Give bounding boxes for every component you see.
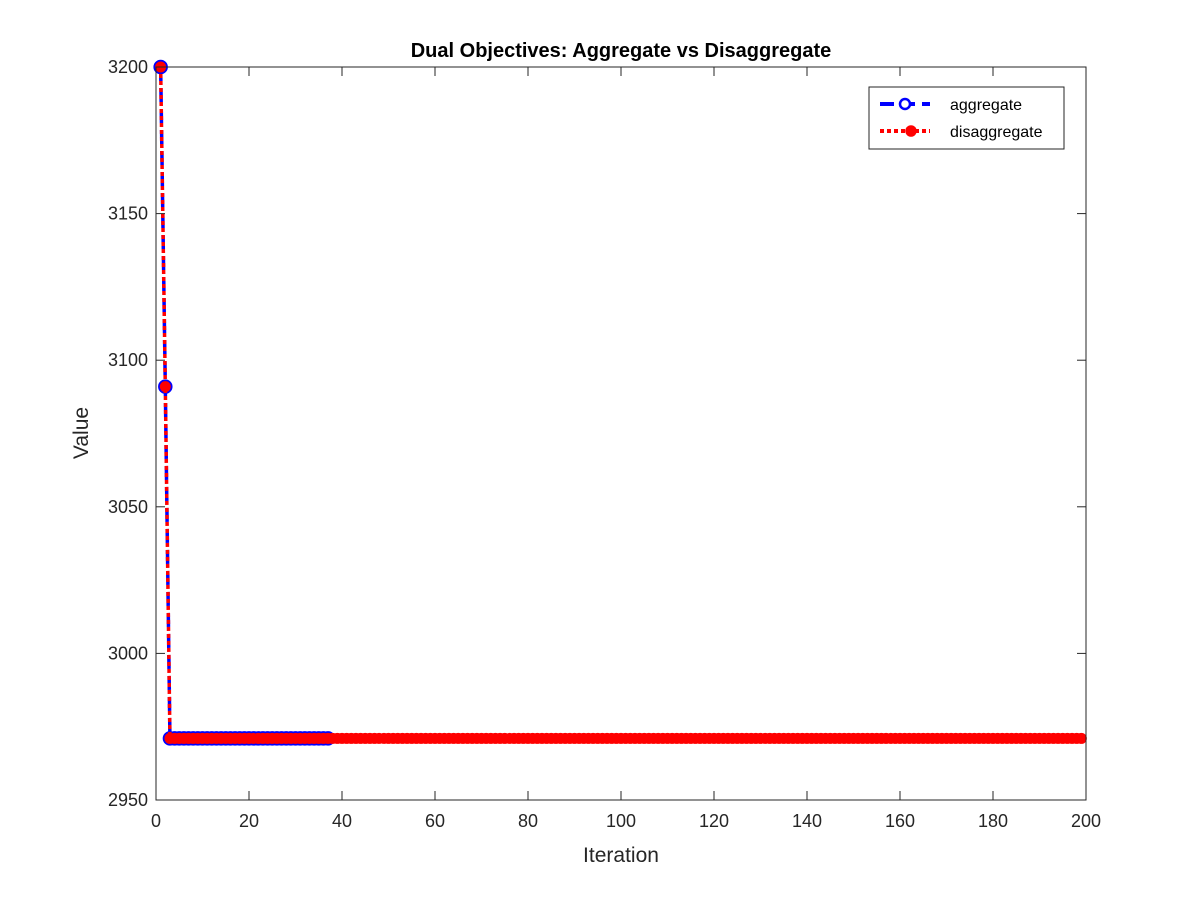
y-tick-label: 2950 (108, 790, 148, 810)
axes-background (156, 67, 1086, 800)
legend-label-disaggregate: disaggregate (950, 124, 1043, 141)
x-tick-label: 60 (425, 811, 445, 831)
x-tick-label: 40 (332, 811, 352, 831)
x-tick-label: 80 (518, 811, 538, 831)
y-tick-label: 3150 (108, 204, 148, 224)
x-tick-label: 140 (792, 811, 822, 831)
data-point-disaggregate (159, 381, 171, 393)
x-axis: 0 20 40 60 80 100 120 140 160 180 200 (151, 67, 1101, 831)
x-tick-label: 120 (699, 811, 729, 831)
x-tick-label: 180 (978, 811, 1008, 831)
y-axis: 2950 3000 3050 3100 3150 3200 (108, 57, 1086, 810)
y-tick-label: 3000 (108, 643, 148, 663)
y-tick-label: 3200 (108, 57, 148, 77)
legend: aggregate disaggregate (868, 86, 1065, 150)
series-disaggregate (155, 61, 1087, 744)
y-axis-title: Value (70, 407, 93, 459)
legend-box (868, 86, 1065, 150)
legend-marker-aggregate (898, 97, 912, 111)
y-tick-label: 3050 (108, 497, 148, 517)
legend-marker-disaggregate (905, 125, 917, 137)
x-axis-title: Iteration (583, 844, 659, 867)
data-point-disaggregate (1075, 732, 1087, 744)
plot-area (153, 59, 1087, 746)
x-tick-label: 0 (151, 811, 161, 831)
chart-title: Dual Objectives: Aggregate vs Disaggrega… (411, 40, 832, 62)
legend-entry-aggregate: aggregate (880, 97, 1022, 114)
x-tick-label: 200 (1071, 811, 1101, 831)
y-tick-label: 3100 (108, 350, 148, 370)
legend-entry-disaggregate: disaggregate (880, 124, 1043, 141)
x-tick-label: 100 (606, 811, 636, 831)
x-tick-label: 20 (239, 811, 259, 831)
legend-label-aggregate: aggregate (950, 97, 1022, 114)
x-tick-label: 160 (885, 811, 915, 831)
